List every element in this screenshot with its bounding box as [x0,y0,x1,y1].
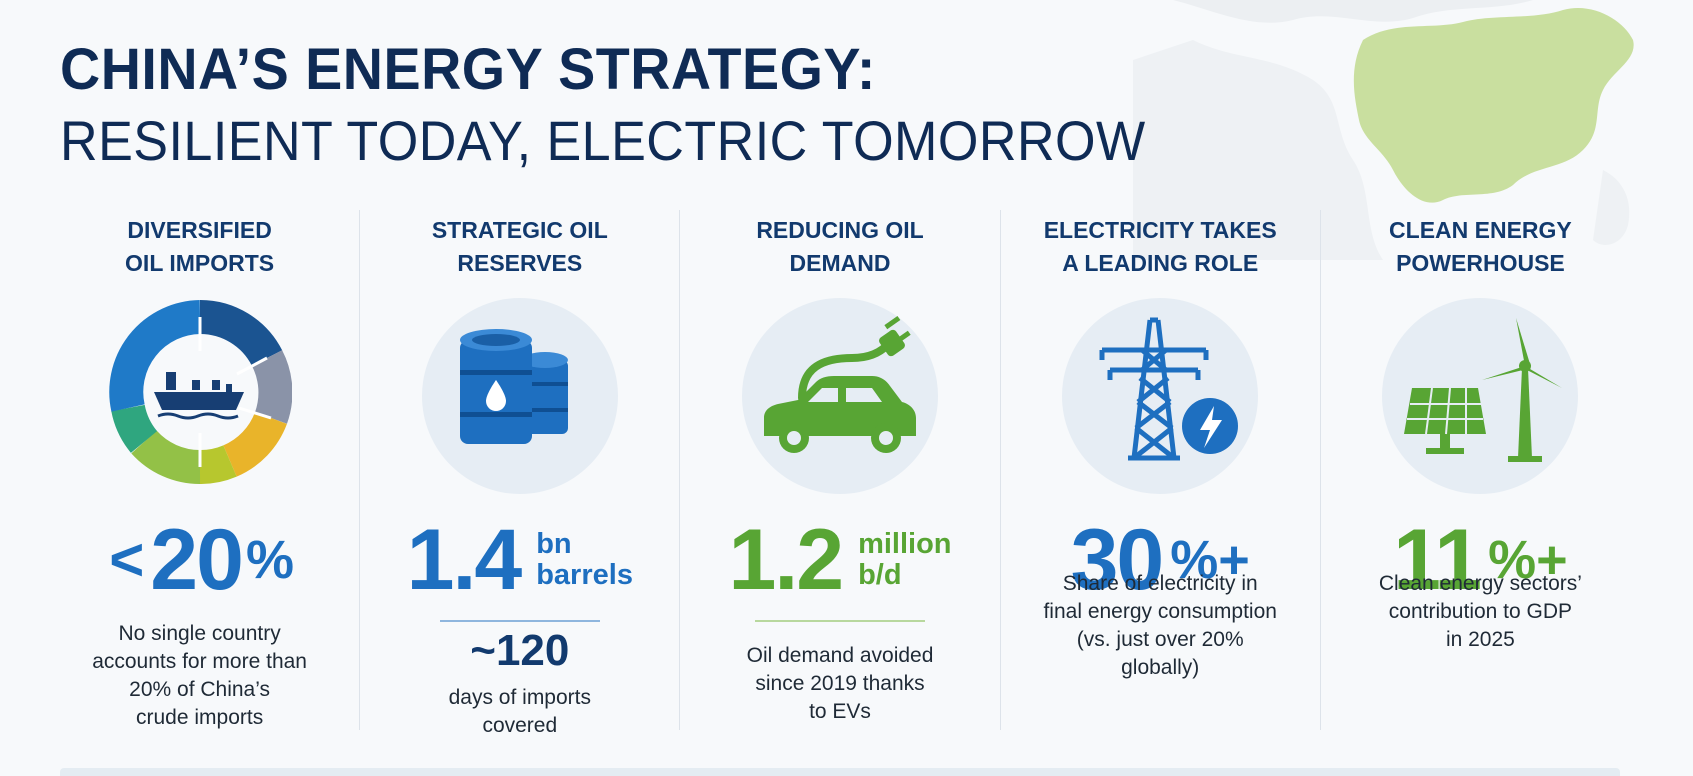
bottom-bar [60,768,1620,776]
column-reducing-oil-demand: REDUCING OIL DEMAND 1.2 million b/d [680,210,1001,730]
stat-prefix: < [109,526,145,593]
sub-stat-value: ~120 [470,626,570,675]
ship-donut-icon [108,300,292,484]
stat-value: 1.4 [406,512,523,608]
solar-wind-icon [1404,318,1563,462]
column-heading: CLEAN ENERGY POWERHOUSE [1389,217,1572,276]
stat-unit-line-2: barrels [536,559,633,591]
column-heading: DIVERSIFIED OIL IMPORTS [125,217,275,276]
icon-circle [742,298,938,494]
stat-value-group: 1.4 bn barrels [360,510,679,610]
stat-value: 30 [1070,512,1165,608]
column-strategic-oil-reserves: STRATEGIC OIL RESERVES 1.4 bn barrels [360,210,681,737]
stat-value: 11 [1393,512,1482,608]
strategy-columns: DIVERSIFIED OIL IMPORTS [40,210,1640,737]
title-line-1: CHINA’S ENERGY STRATEGY: [60,37,876,102]
icon-circle [1062,298,1259,494]
stat-value: 1.2 [728,512,845,608]
icon-circle [421,298,618,494]
china-map-icon [1133,0,1634,260]
divider [439,620,600,622]
oil-barrels-icon [459,329,568,444]
column-heading: STRATEGIC OIL RESERVES [431,217,608,276]
column-heading: ELECTRICITY TAKES A LEADING ROLE [1043,217,1277,276]
stat-value-group: 11 %+ [1321,510,1640,610]
stat-unit: bn barrels [536,529,633,591]
title-line-2: RESILIENT TODAY, ELECTRIC TOMORROW [60,109,1146,172]
stat-unit-line-2: b/d [858,559,902,591]
column-description: No single country accounts for more than… [92,622,307,729]
stat-unit-line-1: bn [536,528,572,560]
icon-circle [1382,298,1579,494]
column-heading: REDUCING OIL DEMAND [756,217,924,276]
stat-unit: %+ [1170,530,1250,590]
stat-unit: million b/d [858,529,951,591]
column-description: Clean energy sectors’ contribution to GD… [1378,572,1582,651]
column-description: Share of electricity in final energy con… [1043,572,1277,679]
stat-value-group: 1.2 million b/d [680,510,999,610]
stat-value: 20 [150,512,244,608]
column-clean-energy-powerhouse: CLEAN ENERGY POWERHOUSE [1321,210,1640,730]
stat-value-group: < 20 % [40,510,359,610]
electric-car-icon [764,315,916,453]
column-description: Oil demand avoided since 2019 thanks to … [746,644,934,723]
divider [755,620,925,622]
column-electricity-leading-role: ELECTRICITY TAKES A LEADING ROLE [1001,210,1321,730]
column-description: days of imports covered [448,686,591,737]
column-diversified-oil-imports: DIVERSIFIED OIL IMPORTS [40,210,361,730]
power-pylon-icon [1099,317,1239,461]
page-title: CHINA’S ENERGY STRATEGY: RESILIENT TODAY… [60,34,1227,176]
stat-value-group: 30 %+ [1001,510,1320,610]
stat-unit: %+ [1488,530,1568,590]
stat-unit: % [245,530,294,590]
stat-unit-line-1: million [858,528,952,560]
